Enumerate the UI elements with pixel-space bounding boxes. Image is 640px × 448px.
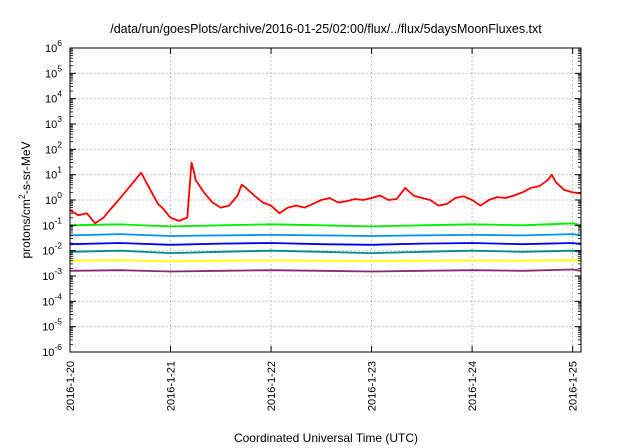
y-tick-label: 10-1 (42, 215, 62, 232)
y-tick-label-base: 10 (42, 347, 54, 359)
y-tick-label-exponent: -5 (54, 317, 62, 327)
y-tick-label-exponent: -6 (54, 342, 62, 352)
x-tick-label: 2016-1-22 (266, 361, 278, 411)
y-tick-label: 10-4 (42, 291, 62, 308)
x-axis-label: Coordinated Universal Time (UTC) (234, 431, 418, 445)
y-tick-label-base: 10 (45, 43, 57, 55)
chart-title: /data/run/goesPlots/archive/2016-01-25/0… (110, 22, 542, 36)
y-axis-label-prefix: protons/cm (19, 199, 33, 258)
y-tick-label-exponent: -2 (54, 241, 62, 251)
series-line (69, 233, 582, 237)
y-tick-label: 10-2 (42, 241, 62, 258)
y-tick-label-base: 10 (45, 195, 57, 207)
y-tick-label-exponent: 3 (57, 114, 62, 124)
y-tick-label: 10-3 (42, 266, 62, 283)
y-tick-label-exponent: 4 (57, 89, 62, 99)
series-line (69, 242, 582, 246)
y-tick-label-exponent: 1 (57, 165, 62, 175)
series-line (69, 259, 582, 263)
y-tick-label-base: 10 (42, 296, 54, 308)
y-tick-label-base: 10 (45, 119, 57, 131)
series-line (69, 161, 582, 225)
series-line (69, 268, 582, 273)
y-tick-label: 104 (45, 89, 62, 106)
x-tick-labels: 2016-1-20 2016-1-21 2016-1-22 2016-1-23 2016… (65, 361, 580, 411)
y-tick-label-base: 10 (45, 68, 57, 80)
y-tick-label: 106 (45, 38, 62, 55)
series-line (69, 249, 582, 255)
y-tick-labels: 10-610-510-410-310-210-11001011021031041… (42, 38, 62, 359)
y-axis-label: protons/cm2-s-sr-MeV (17, 141, 33, 258)
x-tick-label: 2016-1-20 (65, 361, 77, 411)
y-tick-label: 102 (45, 139, 62, 156)
y-tick-label-exponent: -4 (54, 291, 62, 301)
series-layer (69, 161, 582, 273)
y-tick-label-base: 10 (45, 94, 57, 106)
y-axis-label-sup: 2 (17, 194, 27, 199)
y-tick-label-exponent: 2 (57, 139, 62, 149)
x-tick-label: 2016-1-23 (367, 361, 379, 411)
y-tick-label-base: 10 (42, 322, 54, 334)
y-tick-label-base: 10 (42, 271, 54, 283)
y-tick-label: 100 (45, 190, 62, 207)
y-tick-label-exponent: 5 (57, 63, 62, 73)
y-axis-label-suffix: -s-sr-MeV (19, 141, 33, 194)
y-tick-label: 10-5 (42, 317, 62, 334)
y-tick-label-base: 10 (42, 220, 54, 232)
y-tick-label-exponent: 6 (57, 38, 62, 48)
y-tick-label-base: 10 (45, 170, 57, 182)
y-tick-label-base: 10 (42, 246, 54, 258)
y-tick-label: 10-6 (42, 342, 62, 359)
y-tick-label-exponent: 0 (57, 190, 62, 200)
y-tick-label-exponent: -3 (54, 266, 62, 276)
y-tick-label: 105 (45, 63, 62, 80)
x-tick-label: 2016-1-21 (166, 361, 178, 411)
x-tick-label: 2016-1-25 (568, 361, 580, 411)
ticks (69, 47, 581, 353)
x-tick-label: 2016-1-24 (467, 361, 479, 411)
series-line (69, 222, 582, 228)
y-tick-label-base: 10 (45, 144, 57, 156)
y-tick-label: 103 (45, 114, 62, 131)
y-tick-label-exponent: -1 (54, 215, 62, 225)
y-tick-label: 101 (45, 165, 62, 182)
